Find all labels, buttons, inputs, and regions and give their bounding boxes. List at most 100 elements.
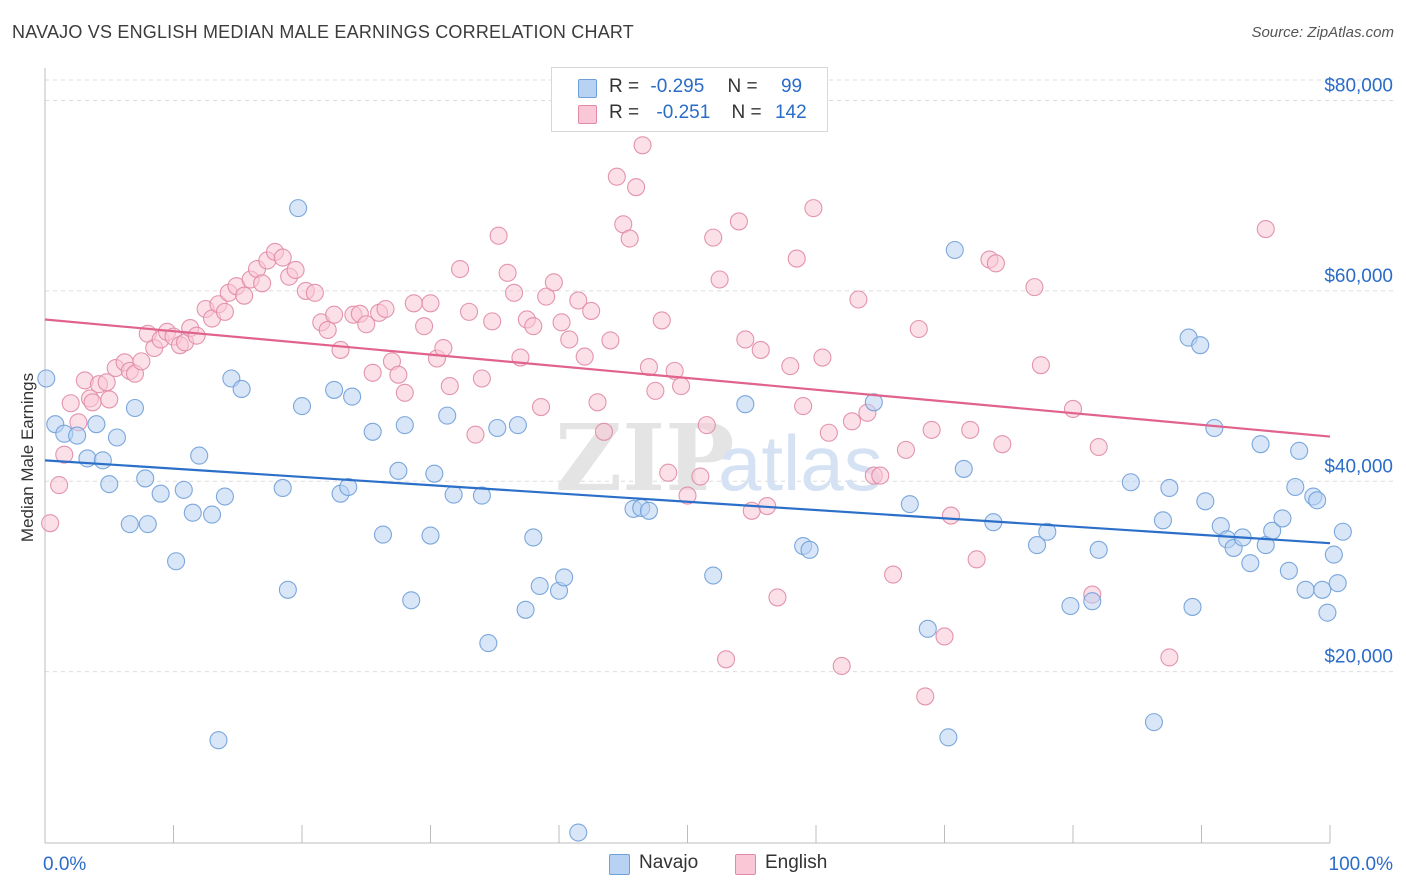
point-english	[967, 550, 986, 569]
point-navajo	[488, 418, 507, 438]
point-english	[440, 377, 459, 396]
watermark-atlas: atlas	[718, 419, 883, 507]
point-navajo	[339, 477, 358, 497]
point-english	[215, 302, 234, 321]
point-navajo	[68, 426, 87, 445]
point-english	[575, 347, 594, 366]
point-navajo	[325, 380, 344, 399]
point-english	[1089, 437, 1108, 457]
point-navajo	[918, 619, 937, 638]
point-english	[729, 212, 748, 231]
point-navajo	[136, 469, 155, 488]
point-navajo	[87, 415, 106, 434]
y-tick-label: $20,000	[1324, 647, 1393, 668]
legend-n-label: N =	[731, 102, 762, 123]
point-english	[781, 357, 800, 376]
point-navajo	[1251, 435, 1270, 454]
point-navajo	[389, 461, 408, 480]
point-english	[552, 313, 571, 332]
point-english	[83, 393, 102, 412]
point-english	[819, 423, 838, 442]
point-navajo	[190, 446, 209, 465]
legend-n-label: N =	[727, 76, 758, 97]
point-navajo	[292, 397, 312, 416]
point-navajo	[1241, 554, 1260, 573]
point-navajo	[800, 540, 819, 559]
point-navajo	[939, 728, 958, 747]
point-navajo	[93, 451, 112, 470]
point-english	[395, 383, 414, 402]
point-english	[524, 317, 543, 336]
point-english	[916, 687, 935, 706]
point-english	[235, 286, 254, 305]
point-english	[768, 588, 787, 607]
point-navajo	[864, 393, 883, 412]
point-navajo	[343, 387, 362, 406]
point-navajo	[508, 416, 527, 435]
point-navajo	[183, 503, 202, 522]
point-english	[751, 340, 770, 359]
point-navajo	[425, 464, 444, 483]
point-english	[376, 299, 395, 319]
point-navajo	[1038, 522, 1057, 541]
point-navajo	[402, 591, 421, 610]
point-english	[253, 274, 272, 293]
point-navajo	[232, 379, 251, 399]
point-english	[489, 226, 508, 245]
point-navajo	[444, 485, 463, 504]
x-tick-label: 100.0%	[1329, 854, 1394, 875]
legend-r-value: -0.295	[650, 76, 705, 97]
point-english	[305, 283, 324, 302]
point-navajo	[1324, 545, 1343, 564]
point-english	[941, 506, 960, 525]
point-english	[100, 390, 119, 409]
y-tick-label: $60,000	[1324, 266, 1393, 287]
legend-r-value: -0.251	[656, 102, 711, 123]
point-english	[318, 320, 337, 340]
correlation-legend: R = -0.295 N = 99 R = -0.251 N = 142	[551, 67, 828, 132]
point-english	[736, 330, 755, 349]
point-english	[871, 466, 890, 485]
point-english	[1063, 399, 1083, 419]
point-english	[531, 398, 551, 417]
point-navajo	[1153, 511, 1172, 530]
point-english	[421, 294, 440, 313]
point-navajo	[209, 731, 228, 750]
point-english	[961, 420, 980, 439]
point-navajo	[1296, 580, 1315, 599]
point-navajo	[1308, 491, 1327, 510]
point-navajo	[174, 480, 193, 499]
x-tick-label: 0.0%	[43, 854, 86, 875]
point-navajo	[203, 505, 222, 524]
point-navajo	[736, 395, 755, 414]
point-english	[986, 254, 1005, 273]
point-english	[659, 463, 678, 482]
point-english	[909, 319, 928, 339]
point-navajo	[278, 580, 297, 599]
point-navajo	[273, 478, 292, 498]
trend-line-navajo	[44, 459, 1331, 545]
point-english	[187, 326, 206, 345]
point-navajo	[215, 487, 234, 506]
point-navajo	[438, 406, 457, 425]
point-navajo	[1279, 561, 1298, 580]
point-english	[935, 627, 954, 646]
point-english	[633, 136, 652, 155]
point-english	[884, 565, 903, 584]
point-navajo	[1061, 596, 1080, 616]
point-english	[1025, 278, 1044, 297]
point-navajo	[516, 600, 535, 619]
bottom-legend-label-english: English	[765, 852, 828, 873]
point-navajo	[363, 422, 382, 441]
point-english	[804, 199, 823, 218]
point-navajo	[524, 528, 543, 547]
point-english	[710, 270, 729, 289]
point-english	[404, 294, 423, 313]
point-english	[607, 167, 626, 186]
point-english	[472, 369, 491, 388]
point-english	[832, 656, 851, 676]
point-navajo	[395, 416, 414, 435]
point-english	[459, 302, 479, 321]
point-english	[588, 393, 607, 412]
y-tick-label: $40,000	[1324, 456, 1393, 477]
